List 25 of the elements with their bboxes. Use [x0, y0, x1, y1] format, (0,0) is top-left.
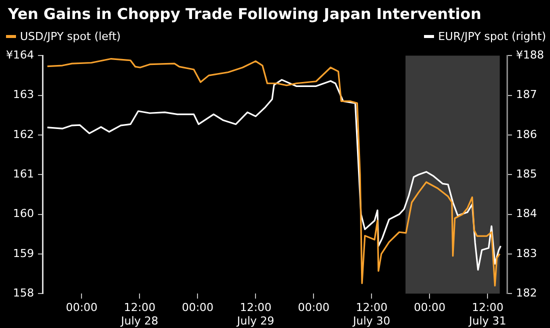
y-tick-label: 158 — [12, 286, 34, 300]
x-tick-label: 00:00 — [182, 301, 214, 314]
x-tick-label: 12:00 July 31 — [468, 301, 506, 328]
x-tick-label: 00:00 — [414, 301, 446, 314]
x-tick-label: 00:00 — [298, 301, 330, 314]
y-tick-label: 160 — [12, 207, 34, 220]
legend-label: EUR/JPY spot (right) — [438, 30, 546, 42]
y-tick-label: 163 — [12, 88, 34, 102]
y-tick-label: ¥164 — [6, 48, 34, 62]
x-tick-label: 00:00 — [66, 301, 98, 314]
y2-tick-label: ¥188 — [516, 48, 544, 62]
y2-tick-label: 185 — [516, 167, 538, 180]
x-tick-label: 12:00 July 28 — [120, 301, 158, 328]
chart-title: Yen Gains in Choppy Trade Following Japan Intervention — [7, 4, 482, 25]
y2-tick-label: 184 — [516, 207, 538, 220]
y-tick-label: 162 — [12, 128, 34, 141]
y2-tick-label: 183 — [516, 246, 538, 260]
x-tick-label: 12:00 July 29 — [236, 301, 274, 328]
y2-tick-label: 182 — [516, 286, 538, 300]
y-tick-label: 159 — [12, 246, 34, 260]
y-tick-label: 161 — [12, 167, 34, 180]
y2-tick-label: 187 — [516, 88, 538, 102]
y2-tick-label: 186 — [516, 128, 538, 141]
x-tick-label: 12:00 July 30 — [352, 301, 390, 328]
legend-label: USD/JPY spot (left) — [20, 30, 121, 42]
